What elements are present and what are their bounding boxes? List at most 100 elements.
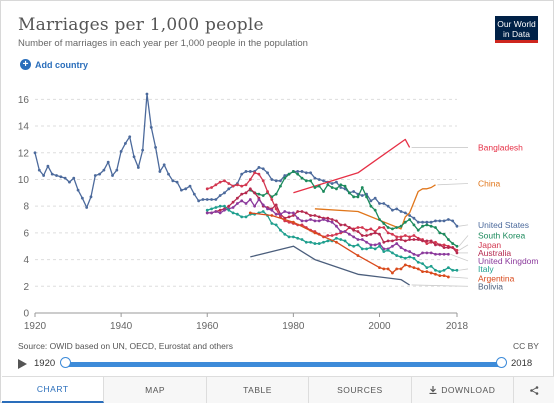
data-point: [330, 234, 334, 237]
data-point: [270, 222, 274, 225]
data-point: [50, 172, 54, 176]
data-point: [313, 186, 317, 189]
label-leader: [458, 224, 469, 227]
data-point: [227, 182, 231, 185]
tab-download[interactable]: DOWNLOAD: [412, 377, 515, 403]
data-point: [330, 220, 334, 224]
data-point: [188, 184, 192, 188]
data-point: [446, 238, 450, 241]
tab-sources[interactable]: SOURCES: [309, 377, 412, 403]
timeline-end-handle[interactable]: [496, 357, 507, 368]
data-point: [356, 226, 360, 229]
data-point: [360, 234, 364, 237]
data-point: [257, 192, 261, 196]
data-point: [339, 183, 343, 187]
data-point: [386, 248, 390, 252]
chart-title: Marriages per 1,000 people: [18, 15, 264, 35]
data-point: [382, 222, 386, 225]
data-point: [214, 206, 218, 209]
data-point: [438, 219, 442, 223]
data-point: [218, 211, 222, 215]
data-point: [416, 238, 420, 241]
data-point: [412, 238, 416, 241]
data-point: [399, 238, 403, 241]
data-point: [446, 266, 450, 269]
play-icon[interactable]: [18, 359, 27, 369]
label-leader: [458, 244, 469, 251]
data-point: [266, 171, 269, 175]
logo-line2: in Data: [503, 29, 530, 39]
data-point: [352, 195, 356, 199]
data-point: [429, 239, 433, 243]
series-label: Argentina: [478, 273, 515, 283]
label-leader: [458, 235, 469, 247]
data-point: [403, 263, 407, 267]
timeline-track[interactable]: [64, 362, 501, 367]
data-point: [261, 179, 265, 183]
data-point: [408, 255, 412, 259]
data-point: [434, 268, 437, 272]
data-point: [313, 219, 317, 223]
y-tick-label: 6: [23, 228, 29, 239]
data-point: [119, 150, 123, 153]
owid-logo[interactable]: Our World in Data: [495, 16, 538, 43]
data-point: [274, 179, 278, 183]
data-point: [403, 211, 407, 215]
data-point: [343, 184, 347, 188]
data-point: [416, 254, 420, 257]
tab-label: DOWNLOAD: [441, 385, 496, 395]
source-note[interactable]: Source: OWID based on UN, OECD, Eurostat…: [18, 341, 233, 351]
data-point: [205, 211, 209, 215]
data-point: [248, 187, 252, 191]
data-point: [279, 212, 282, 216]
data-point: [322, 218, 325, 221]
data-point: [442, 274, 446, 278]
data-point: [197, 199, 201, 203]
y-tick-label: 12: [18, 148, 30, 159]
tab-label: CHART: [36, 384, 69, 394]
data-point: [257, 198, 261, 201]
tab-table[interactable]: TABLE: [207, 377, 310, 403]
data-point: [253, 171, 257, 175]
tab-chart[interactable]: CHART: [2, 377, 105, 403]
data-point: [395, 254, 399, 257]
data-point: [296, 172, 300, 176]
series-label: China: [478, 178, 500, 188]
data-point: [373, 231, 377, 235]
data-point: [223, 204, 226, 208]
data-point: [287, 235, 291, 239]
data-point: [369, 246, 373, 249]
data-point: [291, 235, 295, 239]
x-tick-label: 2000: [368, 321, 391, 332]
data-point: [309, 218, 312, 221]
data-point: [339, 238, 343, 241]
data-point: [175, 180, 179, 184]
data-point: [326, 239, 330, 243]
y-tick-label: 10: [18, 175, 30, 186]
data-point: [154, 146, 157, 149]
data-point: [434, 272, 437, 276]
tab-map[interactable]: MAP: [104, 377, 207, 403]
license-label[interactable]: CC BY: [513, 341, 539, 351]
data-point: [274, 212, 278, 216]
share-button[interactable]: [514, 377, 554, 403]
data-point: [399, 210, 403, 213]
add-country-button[interactable]: + Add country: [20, 59, 88, 70]
label-leader: [450, 253, 469, 262]
data-point: [317, 242, 321, 245]
data-point: [313, 242, 317, 245]
data-point: [317, 178, 321, 181]
data-point: [80, 196, 84, 200]
data-point: [335, 224, 338, 228]
data-point: [365, 247, 368, 251]
x-tick-label: 2018: [446, 321, 469, 332]
data-point: [386, 204, 390, 208]
share-icon: [529, 385, 538, 395]
data-point: [326, 219, 330, 223]
data-point: [72, 176, 76, 180]
data-point: [412, 252, 416, 256]
timeline-start-handle[interactable]: [60, 357, 71, 368]
data-point: [287, 215, 291, 219]
data-point: [304, 171, 308, 175]
tab-bar: CHART MAP TABLE SOURCES DOWNLOAD: [2, 376, 554, 403]
